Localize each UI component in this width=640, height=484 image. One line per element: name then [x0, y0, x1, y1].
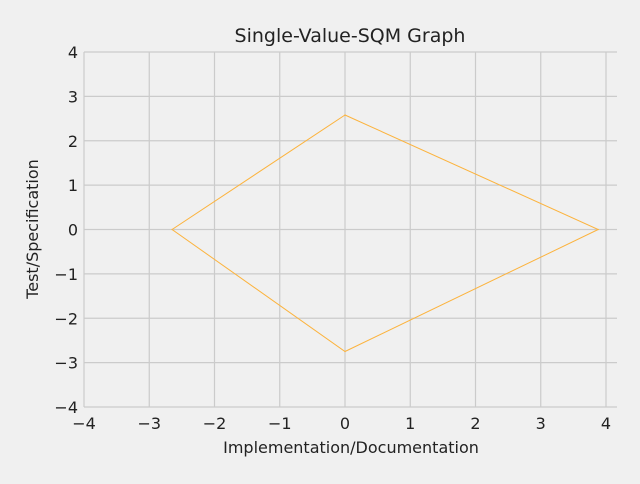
y-tick-label: 3: [68, 87, 78, 106]
x-tick-label: −3: [137, 414, 161, 433]
series-line: [171, 114, 600, 353]
y-tick-label: 4: [68, 43, 78, 62]
x-tick-label: 4: [601, 414, 611, 433]
chart-title: Single-Value-SQM Graph: [235, 25, 466, 47]
x-tick-label: 1: [405, 414, 415, 433]
tick-labels: −4 −3 −2 −1 0 1 2 3 4 −4 −3 −2 −1 0 1 2 3 4: [54, 43, 611, 433]
x-tick-label: −2: [203, 414, 227, 433]
y-axis-label: Test/Specification: [23, 159, 42, 300]
x-tick-label: 2: [470, 414, 480, 433]
y-tick-label: 2: [68, 132, 78, 151]
x-tick-label: −4: [72, 414, 96, 433]
y-tick-label: −2: [54, 309, 78, 328]
series-layer: [171, 114, 600, 353]
data-point: [344, 350, 346, 353]
y-tick-label: 0: [68, 221, 78, 240]
x-axis-label: Implementation/Documentation: [223, 438, 479, 457]
y-tick-label: −3: [54, 354, 78, 373]
x-tick-label: −1: [268, 414, 292, 433]
y-tick-label: −1: [54, 265, 78, 284]
grid-layer: [83, 51, 617, 408]
y-tick-label: 1: [68, 176, 78, 195]
x-tick-label: 0: [340, 414, 350, 433]
data-point: [597, 228, 599, 231]
data-point: [344, 114, 346, 116]
y-tick-label: −4: [54, 398, 78, 417]
x-tick-label: 3: [536, 414, 546, 433]
data-point: [171, 228, 173, 231]
